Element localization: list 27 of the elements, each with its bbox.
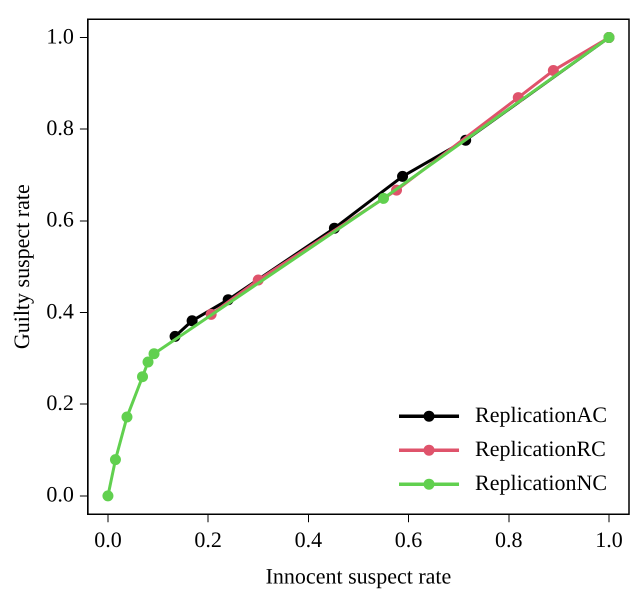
y-tick-label: 0.6 bbox=[46, 206, 74, 232]
point bbox=[186, 315, 198, 326]
x-tick-label: 0.8 bbox=[495, 527, 523, 552]
point bbox=[142, 356, 154, 368]
x-tick-label: 0.4 bbox=[294, 527, 322, 552]
point bbox=[148, 348, 160, 360]
legend-label: ReplicationRC bbox=[475, 436, 606, 461]
x-tick-label: 0.0 bbox=[94, 527, 122, 552]
y-tick-label: 0.0 bbox=[46, 482, 74, 507]
legend-label: ReplicationAC bbox=[475, 402, 608, 427]
point bbox=[121, 412, 132, 423]
point bbox=[397, 170, 408, 182]
y-axis-title: Guilty suspect rate bbox=[8, 184, 34, 350]
x-tick-label: 0.2 bbox=[194, 527, 222, 552]
point bbox=[378, 192, 389, 204]
point bbox=[110, 454, 121, 466]
y-tick-label: 1.0 bbox=[46, 23, 74, 48]
y-tick-label: 0.2 bbox=[46, 390, 74, 415]
point bbox=[548, 65, 559, 76]
x-tick-label: 1.0 bbox=[595, 527, 623, 552]
legend-label: ReplicationNC bbox=[475, 470, 608, 495]
point bbox=[137, 371, 148, 382]
x-axis-title: Innocent suspect rate bbox=[266, 564, 452, 589]
x-tick-label: 0.6 bbox=[394, 527, 422, 552]
point bbox=[102, 490, 114, 502]
y-tick-label: 0.4 bbox=[46, 298, 74, 324]
y-tick-label: 0.8 bbox=[46, 114, 74, 140]
